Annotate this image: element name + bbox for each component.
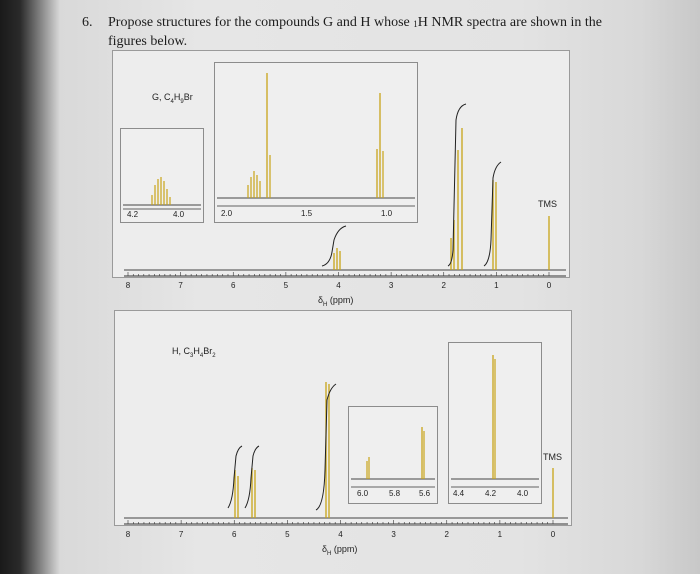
h-integral-6-0	[227, 445, 243, 509]
h-axis-tick-label: 0	[551, 530, 556, 539]
g-axis-tick-label: 2	[442, 281, 447, 290]
g-inset-left-plot	[123, 177, 201, 210]
h-inset-left-tick-1: 6.0	[357, 489, 369, 498]
g-inset-left-tick-1: 4.2	[127, 210, 139, 219]
h-inset-right-tick-3: 4.0	[517, 489, 529, 498]
g-tms-label: TMS	[538, 199, 557, 209]
h-inset-right-plot	[451, 355, 539, 488]
h-axis-tick-label: 4	[338, 530, 343, 539]
g-inset-right-plot	[217, 73, 415, 207]
h-axis-tick-label: 1	[498, 530, 503, 539]
h-compound-label: H, C3H4Br2	[172, 346, 216, 359]
g-compound-label: G, C4H9Br	[152, 92, 193, 105]
g-axis-tick-label: 6	[231, 281, 236, 290]
g-integral-1-0	[483, 161, 502, 267]
g-inset-left: 4.2 4.0	[120, 128, 204, 223]
g-axis-tick-label: 7	[178, 281, 183, 290]
h-axis-tick-label: 5	[285, 530, 290, 539]
g-axis-tick-label: 0	[547, 281, 552, 290]
h-inset-right-tick-2: 4.2	[485, 489, 497, 498]
h-inset-left: 6.0 5.8 5.6	[348, 406, 438, 504]
g-axis-title: δH (ppm)	[318, 295, 354, 308]
g-inset-right-tick-1: 2.0	[221, 209, 233, 218]
h-inset-right: 4.4 4.2 4.0	[448, 342, 542, 504]
g-axis-tick-label: 3	[389, 281, 394, 290]
question-text: Propose structures for the compounds G a…	[108, 15, 603, 49]
h-integral-5-6	[244, 445, 260, 509]
h-inset-left-tick-2: 5.8	[389, 489, 401, 498]
g-inset-right-tick-3: 1.0	[381, 209, 393, 218]
question-number: 6.	[82, 15, 93, 30]
g-axis-tick-label: 1	[494, 281, 499, 290]
g-integral-1-9	[447, 103, 467, 267]
g-minor-ticks	[127, 272, 550, 276]
g-inset-left-tick-2: 4.0	[173, 210, 185, 219]
h-inset-left-tick-3: 5.6	[419, 489, 431, 498]
h-tms-label: TMS	[543, 452, 562, 462]
h-axis-tick-label: 3	[391, 530, 396, 539]
h-inset-right-tick-1: 4.4	[453, 489, 465, 498]
h-axis-title: δH (ppm)	[322, 544, 358, 557]
g-axis-tick-label: 5	[284, 281, 289, 290]
h-inset-left-plot	[351, 427, 435, 488]
h-axis-tick-label: 6	[232, 530, 237, 539]
g-axis-tick-label: 4	[336, 281, 341, 290]
h-axis-tick-label: 8	[126, 530, 131, 539]
g-axis-tick-label: 8	[126, 281, 131, 290]
h-axis-tick-label: 7	[179, 530, 184, 539]
g-inset-right-tick-2: 1.5	[301, 209, 313, 218]
h-axis-tick-label: 2	[445, 530, 450, 539]
g-inset-right: 2.0 1.5 1.0	[214, 62, 418, 223]
g-integral-4	[321, 225, 347, 267]
h-minor-ticks	[127, 520, 554, 524]
h-integral-4-0	[315, 383, 337, 511]
